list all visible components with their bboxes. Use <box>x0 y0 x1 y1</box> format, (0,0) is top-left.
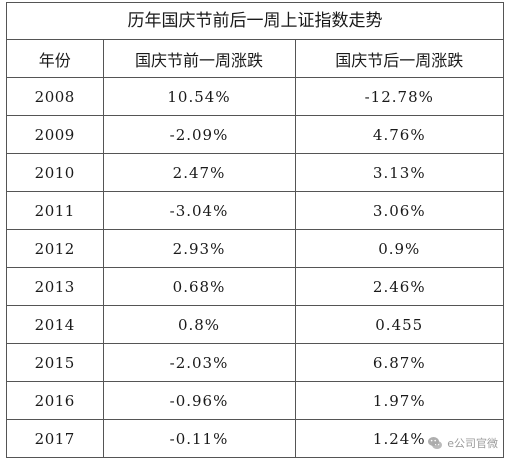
table-title: 历年国庆节前后一周上证指数走势 <box>7 3 503 40</box>
year-cell: 2012 <box>7 229 103 268</box>
table-row: 2016 -0.96% 1.97% <box>7 381 503 420</box>
year-cell: 2011 <box>7 191 103 230</box>
before-cell: 2.47% <box>102 153 295 192</box>
year-cell: 2016 <box>7 381 103 420</box>
year-cell: 2017 <box>7 419 103 458</box>
wechat-icon <box>428 437 443 449</box>
after-cell: 1.97% <box>294 381 503 420</box>
before-cell: 10.54% <box>102 77 295 116</box>
before-cell: -2.03% <box>102 343 295 382</box>
year-cell: 2009 <box>7 115 103 154</box>
year-cell: 2010 <box>7 153 103 192</box>
before-cell: 2.93% <box>102 229 295 268</box>
table-row: 2008 10.54% -12.78% <box>7 77 503 116</box>
after-cell: 3.06% <box>294 191 503 230</box>
header-year: 年份 <box>7 40 103 78</box>
year-cell: 2013 <box>7 267 103 306</box>
watermark-text: e公司官微 <box>447 437 498 450</box>
table-row: 2011 -3.04% 3.06% <box>7 191 503 230</box>
before-cell: 0.8% <box>102 305 295 344</box>
table-row: 2015 -2.03% 6.87% <box>7 343 503 382</box>
after-cell: 2.46% <box>294 267 503 306</box>
stock-table-container: 历年国庆节前后一周上证指数走势 年份 国庆节前一周涨跌 国庆节后一周涨跌 200… <box>6 2 504 458</box>
before-cell: -2.09% <box>102 115 295 154</box>
before-cell: 0.68% <box>102 267 295 306</box>
table-row: 2009 -2.09% 4.76% <box>7 115 503 154</box>
table-row: 2012 2.93% 0.9% <box>7 229 503 268</box>
after-cell: 0.455 <box>294 305 503 344</box>
header-after: 国庆节后一周涨跌 <box>294 40 503 78</box>
table-row: 2013 0.68% 2.46% <box>7 267 503 306</box>
after-cell: 3.13% <box>294 153 503 192</box>
before-cell: -0.96% <box>102 381 295 420</box>
year-cell: 2014 <box>7 305 103 344</box>
data-table: 年份 国庆节前一周涨跌 国庆节后一周涨跌 2008 10.54% -12.78%… <box>7 40 503 458</box>
before-cell: -3.04% <box>102 191 295 230</box>
before-cell: -0.11% <box>102 419 295 458</box>
header-row: 年份 国庆节前一周涨跌 国庆节后一周涨跌 <box>7 40 503 78</box>
after-cell: -12.78% <box>294 77 503 116</box>
table-row: 2010 2.47% 3.13% <box>7 153 503 192</box>
watermark: e公司官微 <box>427 435 498 451</box>
table-row: 2017 -0.11% 1.24% <box>7 419 503 458</box>
after-cell: 6.87% <box>294 343 503 382</box>
after-cell: 1.24% <box>294 419 503 458</box>
header-before: 国庆节前一周涨跌 <box>102 40 295 78</box>
table-row: 2014 0.8% 0.455 <box>7 305 503 344</box>
year-cell: 2008 <box>7 77 103 116</box>
after-cell: 4.76% <box>294 115 503 154</box>
after-cell: 0.9% <box>294 229 503 268</box>
year-cell: 2015 <box>7 343 103 382</box>
